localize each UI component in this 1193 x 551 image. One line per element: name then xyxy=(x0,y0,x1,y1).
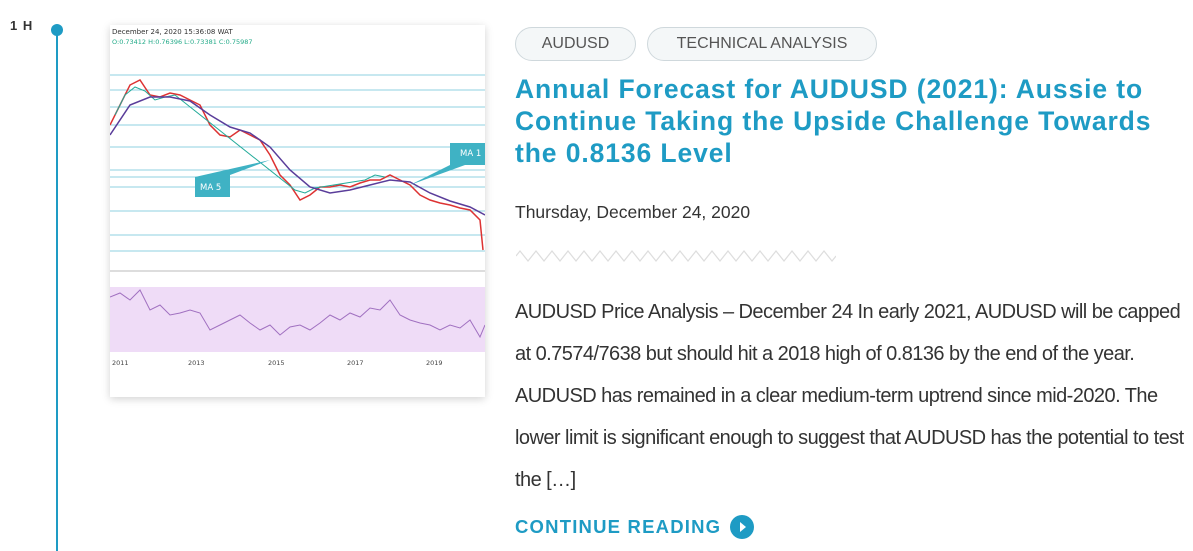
price-line xyxy=(110,79,484,251)
year-label: 2017 xyxy=(347,359,364,367)
year-label: 2011 xyxy=(112,359,129,367)
thumbnail-chart: December 24, 2020 15:36:08 WAT O:0.73412… xyxy=(110,28,485,367)
divider-wave xyxy=(516,250,836,262)
timeline-dot xyxy=(51,24,63,36)
year-label: 2015 xyxy=(268,359,285,367)
year-label: 2019 xyxy=(426,359,443,367)
tag[interactable]: TECHNICAL ANALYSIS xyxy=(647,27,877,61)
ma-callout xyxy=(195,160,270,197)
year-label: 2013 xyxy=(188,359,205,367)
chart-levels xyxy=(110,74,485,252)
post-excerpt: AUDUSD Price Analysis – December 24 In e… xyxy=(515,301,1184,491)
moving-average xyxy=(110,96,485,216)
rsi-line xyxy=(110,289,485,339)
year-axis: 2011 2013 2015 2017 2019 xyxy=(112,359,443,367)
post-thumbnail[interactable]: December 24, 2020 15:36:08 WAT O:0.73412… xyxy=(110,25,485,397)
continue-reading[interactable]: CONTINUE READING xyxy=(515,515,755,539)
ma-callout xyxy=(410,143,485,185)
price-line-up xyxy=(114,86,386,194)
chart-timestamp: December 24, 2020 15:36:08 WAT xyxy=(112,28,233,36)
timeline-label: 1 H xyxy=(10,18,34,33)
rsi-band xyxy=(110,287,485,352)
continue-icon[interactable] xyxy=(730,515,755,539)
continue-reading-text[interactable]: CONTINUE READING xyxy=(515,516,722,537)
ma-long-label: MA 1 xyxy=(460,149,481,159)
post-date: Thursday, December 24, 2020 xyxy=(515,202,751,222)
chart-ohlc: O:0.73412 H:0.76396 L:0.73381 C:0.75987 xyxy=(112,38,253,46)
ma-short-label: MA 5 xyxy=(200,183,221,193)
post-title[interactable]: Annual Forecast for AUDUSD (2021): Aussi… xyxy=(515,74,1152,168)
timeline-line xyxy=(56,30,58,551)
tag[interactable]: AUDUSD xyxy=(515,27,636,61)
